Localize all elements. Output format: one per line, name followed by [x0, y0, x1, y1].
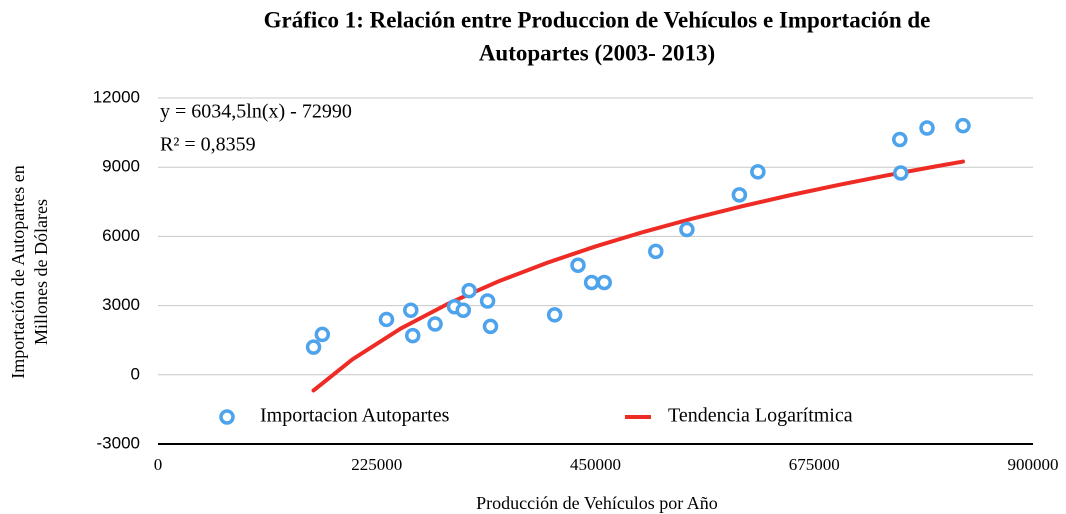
point	[479, 293, 496, 309]
point	[955, 117, 971, 134]
point	[596, 274, 612, 291]
point	[314, 326, 331, 343]
point	[583, 274, 600, 291]
point	[461, 282, 477, 299]
legend-label: Tendencia Logarítmica	[668, 405, 853, 427]
point	[892, 131, 908, 148]
y-tick-label: 12000	[93, 87, 140, 106]
x-tick-label: 225000	[351, 455, 402, 474]
y-axis-label: Millones de Dólares	[31, 199, 51, 345]
x-tick-label: 900000	[1008, 455, 1059, 474]
point	[570, 257, 586, 273]
point	[679, 221, 695, 238]
y-tick-label: 6000	[102, 226, 140, 245]
legend-marker	[219, 409, 235, 425]
x-tick-label: 0	[154, 455, 163, 474]
y-tick-label: 3000	[102, 295, 140, 314]
y-axis-label: Importación de Autopartes en	[8, 165, 28, 378]
annotation: y = 6034,5ln(x) - 72990	[160, 101, 352, 123]
point	[546, 307, 563, 323]
point	[378, 311, 395, 328]
x-tick-label: 450000	[570, 455, 621, 474]
point	[427, 316, 443, 332]
point	[305, 339, 322, 355]
point	[919, 120, 935, 136]
x-axis-label: Producción de Vehículos por Año	[476, 493, 718, 513]
y-tick-label: 0	[131, 364, 140, 383]
point	[893, 165, 909, 181]
point	[731, 187, 748, 203]
point	[404, 327, 421, 344]
point	[750, 164, 766, 180]
point	[648, 243, 664, 260]
point	[482, 318, 499, 335]
chart-title: Autopartes (2003- 2013)	[479, 40, 715, 65]
y-tick-label: 9000	[102, 157, 140, 176]
point	[455, 302, 472, 318]
trend-line	[311, 159, 965, 393]
point	[403, 302, 419, 318]
legend-label: Importacion Autopartes	[260, 405, 450, 427]
chart-title: Gráfico 1: Relación entre Produccion de …	[264, 7, 931, 32]
y-tick-label: -3000	[97, 433, 140, 452]
x-tick-label: 675000	[789, 455, 840, 474]
annotation: R² = 0,8359	[160, 134, 256, 156]
